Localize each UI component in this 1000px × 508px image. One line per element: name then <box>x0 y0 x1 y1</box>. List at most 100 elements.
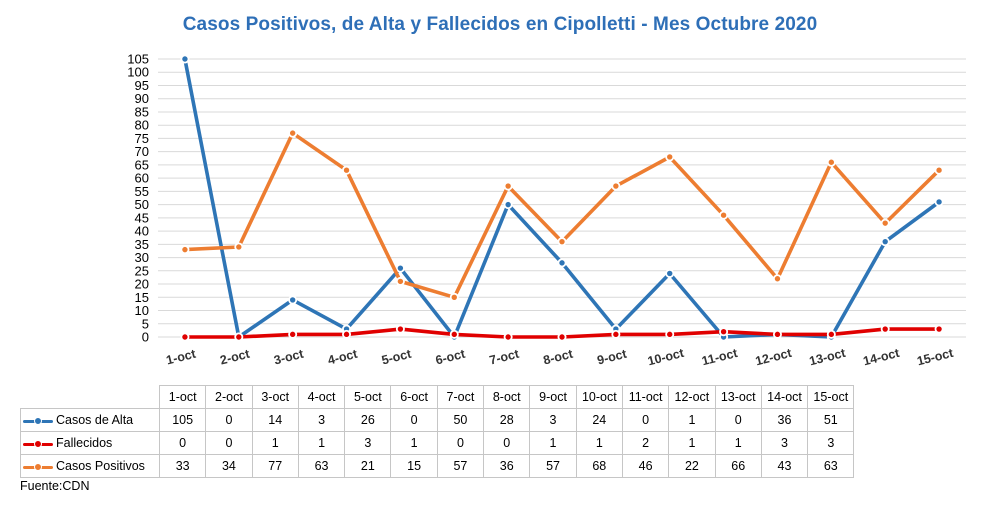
y-tick-label: 25 <box>135 263 149 278</box>
y-tick-label: 10 <box>135 303 149 318</box>
table-cell: 68 <box>575 454 623 478</box>
data-point <box>395 276 405 286</box>
series-fallecidos <box>180 324 944 342</box>
table-cell: 57 <box>529 454 577 478</box>
y-tick-label: 45 <box>135 210 149 225</box>
table-cell: 77 <box>251 454 299 478</box>
table-cell: 1 <box>668 431 716 455</box>
table-cell: 14 <box>251 408 299 432</box>
y-tick-label: 100 <box>127 65 149 80</box>
data-point <box>665 329 675 339</box>
table-category-header: 4-oct <box>297 385 346 409</box>
table-cell: 22 <box>668 454 716 478</box>
data-point <box>449 329 459 339</box>
series-casos-positivos <box>180 128 944 302</box>
data-point <box>880 237 890 247</box>
table-cell: 0 <box>621 408 670 432</box>
x-tick-label: 13-oct <box>808 346 848 369</box>
table-cell: 3 <box>529 408 577 432</box>
x-tick-label: 1-oct <box>165 347 198 368</box>
x-tick-label: 9-oct <box>596 347 629 368</box>
legend-line-marker-icon <box>23 462 53 472</box>
y-tick-label: 15 <box>135 290 149 305</box>
table-cell: 0 <box>390 408 438 432</box>
y-tick-label: 65 <box>135 157 149 172</box>
y-tick-label: 90 <box>135 91 149 106</box>
legend-label: Casos de Alta <box>56 413 134 427</box>
data-point <box>719 327 729 337</box>
data-point <box>503 332 513 342</box>
table-cell: 43 <box>760 454 809 478</box>
x-tick-label: 10-oct <box>646 346 686 369</box>
table-cell: 1 <box>251 431 299 455</box>
table-corner <box>20 385 160 409</box>
data-point <box>395 324 405 334</box>
table-cell: 63 <box>297 454 346 478</box>
data-point <box>288 295 298 305</box>
data-point <box>395 263 405 273</box>
source-note: Fuente:CDN <box>20 479 90 493</box>
y-tick-label: 70 <box>135 144 149 159</box>
x-tick-label: 11-oct <box>700 346 739 369</box>
x-axis-ticks: 1-oct 2-oct 3-oct 4-oct 5-oct 6-oct 7-oct 8-oct… <box>165 346 956 369</box>
y-tick-label: 95 <box>135 78 149 93</box>
table-cell: 33 <box>158 454 207 478</box>
table-category-header: 3-oct <box>251 385 299 409</box>
data-point <box>719 210 729 220</box>
x-tick-label: 4-oct <box>326 347 359 368</box>
data-point <box>288 128 298 138</box>
table-category-header: 13-oct <box>714 385 762 409</box>
table-category-header: 12-oct <box>668 385 716 409</box>
legend-label: Casos Positivos <box>56 459 145 473</box>
table-cell: 26 <box>344 408 392 432</box>
x-tick-label: 8-oct <box>542 347 575 368</box>
data-point <box>826 157 836 167</box>
data-point <box>611 181 621 191</box>
data-point <box>234 242 244 252</box>
y-tick-label: 85 <box>135 104 149 119</box>
y-tick-label: 50 <box>135 197 149 212</box>
table-cell: 1 <box>714 431 762 455</box>
y-tick-label: 30 <box>135 250 149 265</box>
table-cell: 0 <box>714 408 762 432</box>
data-point <box>772 274 782 284</box>
table-cell: 3 <box>344 431 392 455</box>
table-row: Fallecidos 0 0 1 1 3 1 0 0 1 1 2 1 1 3 3 <box>20 431 855 455</box>
data-point <box>934 324 944 334</box>
table-cell: 3 <box>760 431 809 455</box>
table-category-header: 11-oct <box>621 385 670 409</box>
legend-label: Fallecidos <box>56 436 113 450</box>
table-cell: 57 <box>436 454 485 478</box>
table-row: Casos de Alta 105 0 14 3 26 0 50 28 3 24 0 1 0 36 51 <box>20 408 855 432</box>
table-category-header: 8-oct <box>483 385 531 409</box>
table-category-header: 7-oct <box>436 385 485 409</box>
table-cell: 36 <box>483 454 531 478</box>
data-point <box>180 332 190 342</box>
data-point <box>772 329 782 339</box>
table-category-header: 10-oct <box>575 385 623 409</box>
data-point <box>880 218 890 228</box>
data-point <box>557 332 567 342</box>
table-cell: 46 <box>621 454 670 478</box>
table-cell: 1 <box>529 431 577 455</box>
data-point <box>234 332 244 342</box>
data-point <box>342 329 352 339</box>
y-tick-label: 55 <box>135 184 149 199</box>
table-category-header: 15-oct <box>807 385 855 409</box>
data-point <box>180 245 190 255</box>
table-header-row: 1-oct 2-oct 3-oct 4-oct 5-oct 6-oct 7-oct 8-oct… <box>20 385 855 409</box>
table-category-header: 2-oct <box>205 385 253 409</box>
series-lines <box>180 54 944 342</box>
table-cell: 63 <box>807 454 855 478</box>
table-cell: 21 <box>344 454 392 478</box>
data-point <box>557 258 567 268</box>
x-tick-label: 2-oct <box>219 347 252 368</box>
table-cell: 28 <box>483 408 531 432</box>
table-cell: 0 <box>158 431 207 455</box>
x-tick-label: 12-oct <box>754 346 794 369</box>
data-point <box>880 324 890 334</box>
table-row: Casos Positivos 33 34 77 63 21 15 57 36 57 68 46 22 6… <box>20 454 855 478</box>
table-cell: 24 <box>575 408 623 432</box>
data-point <box>503 200 513 210</box>
table-cell: 0 <box>205 408 253 432</box>
